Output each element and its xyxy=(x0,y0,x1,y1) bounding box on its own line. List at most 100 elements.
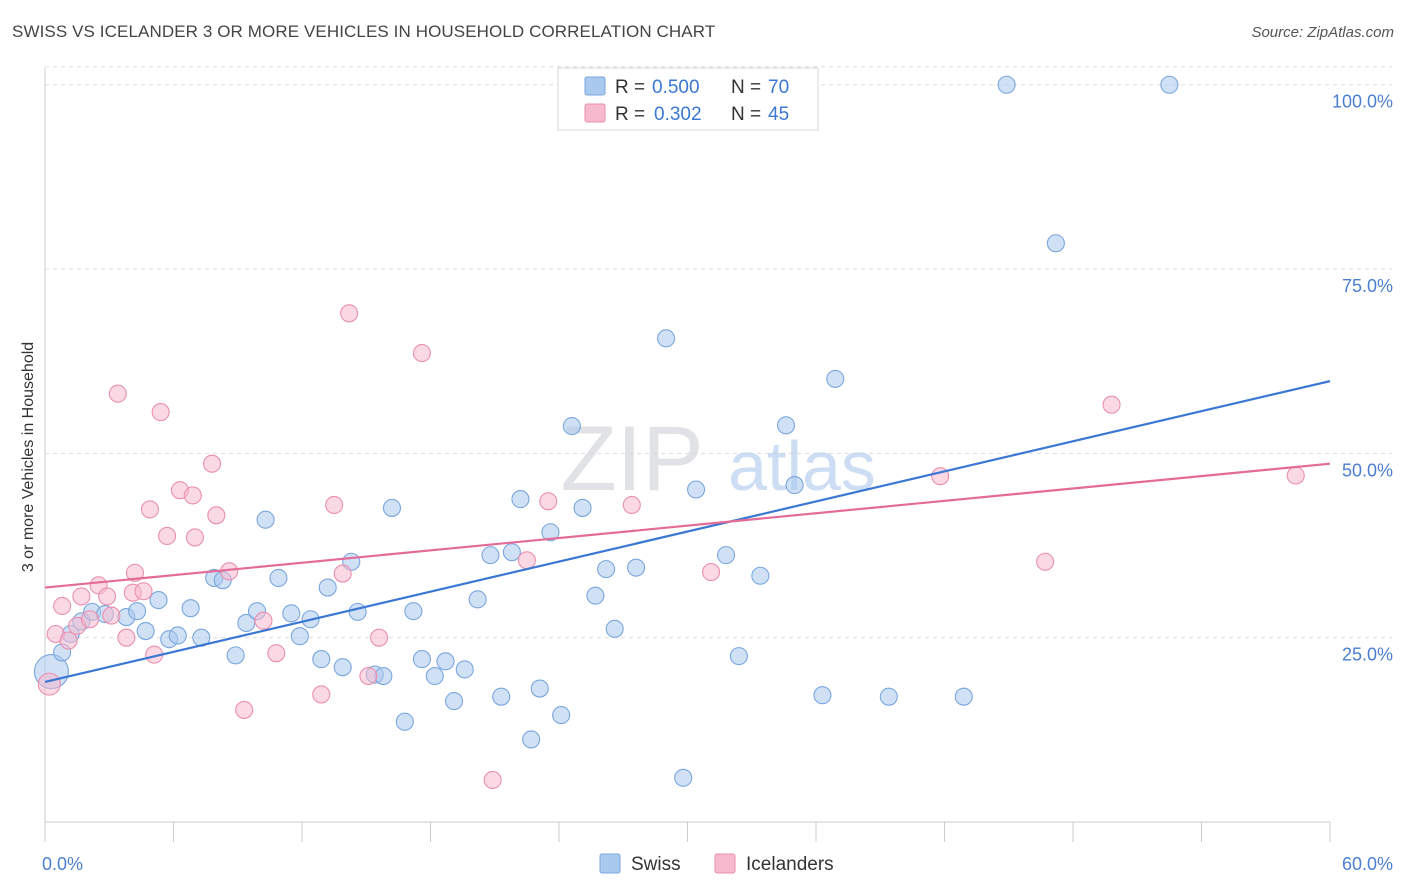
swiss-n-value: 70 xyxy=(768,77,789,98)
swiss-point xyxy=(290,627,309,646)
swiss-point xyxy=(1160,75,1179,94)
swiss-trend-line xyxy=(44,380,1331,683)
series-legend: Swiss Icelanders xyxy=(599,853,834,875)
swiss-point xyxy=(687,480,706,499)
icelanders-r-label: R = xyxy=(615,104,645,125)
icelanders-point xyxy=(140,500,159,519)
icelanders-r-value: 0.302 xyxy=(654,104,702,125)
icelanders-point xyxy=(235,700,254,719)
swiss-point xyxy=(404,602,423,621)
swiss-point xyxy=(333,658,352,677)
icelanders-point xyxy=(125,563,144,582)
icelanders-point xyxy=(37,672,61,696)
swiss-point xyxy=(455,660,474,679)
icelanders-n-label: N = xyxy=(731,104,761,125)
icelanders-point xyxy=(98,587,117,606)
stats-legend: R = 0.500 N = 70 R = 0.302 N = 45 xyxy=(557,67,819,131)
swiss-point xyxy=(436,652,455,671)
swiss-n-label: N = xyxy=(731,77,761,98)
legend-label-swiss: Swiss xyxy=(631,854,681,875)
icelanders-point xyxy=(117,628,136,647)
y-tick-label: 100.0% xyxy=(1332,92,1393,112)
swiss-point xyxy=(445,692,464,711)
icelanders-point xyxy=(483,770,502,790)
x-tick-label-max: 60.0% xyxy=(1342,854,1393,874)
icelanders-point xyxy=(412,344,431,363)
icelanders-point xyxy=(203,454,222,473)
swiss-point xyxy=(541,523,560,542)
icelanders-point xyxy=(185,528,204,547)
swiss-point xyxy=(826,369,845,388)
swiss-point xyxy=(530,679,549,698)
y-tick-label: 50.0% xyxy=(1342,460,1393,480)
icelanders-point xyxy=(325,495,344,515)
swiss-point xyxy=(627,558,646,577)
icelanders-point xyxy=(312,685,331,704)
icelanders-point xyxy=(151,403,170,422)
icelanders-point xyxy=(340,304,359,323)
swiss-point xyxy=(657,329,676,348)
icelanders-point xyxy=(539,492,558,511)
swiss-point xyxy=(128,602,147,621)
swiss-point xyxy=(318,578,337,597)
icelanders-point xyxy=(1286,466,1305,485)
legend-label-icelanders: Icelanders xyxy=(746,854,834,875)
icelanders-point xyxy=(267,644,286,663)
legend-swatch-swiss xyxy=(599,853,621,874)
icelanders-trend-line xyxy=(44,462,1331,589)
icelanders-point xyxy=(183,486,202,505)
swiss-legend-swatch xyxy=(584,76,606,96)
legend-swatch-icelanders xyxy=(714,853,736,874)
icelanders-legend-swatch xyxy=(584,103,606,123)
swiss-point xyxy=(412,650,431,669)
icelanders-point xyxy=(72,587,91,606)
icelanders-point xyxy=(59,631,78,650)
icelanders-point xyxy=(80,610,100,629)
watermark: ZIP atlas xyxy=(560,408,876,510)
swiss-point xyxy=(502,543,521,562)
icelanders-point xyxy=(333,564,352,583)
swiss-point xyxy=(348,602,367,621)
swiss-point xyxy=(468,590,487,609)
tick-labels: 25.0% 50.0% 75.0% 100.0% 0.0% 60.0% xyxy=(42,92,1393,874)
swiss-point xyxy=(573,498,592,517)
swiss-point xyxy=(511,490,530,509)
swiss-point xyxy=(586,586,605,605)
swiss-point xyxy=(785,476,804,495)
swiss-point xyxy=(181,599,200,618)
axes xyxy=(44,68,1331,842)
watermark-zip: ZIP xyxy=(560,408,703,510)
swiss-point xyxy=(776,416,796,435)
swiss-r-value: 0.500 xyxy=(652,77,700,98)
swiss-point xyxy=(716,546,736,565)
swiss-point xyxy=(256,510,275,529)
y-tick-label: 25.0% xyxy=(1342,645,1393,665)
swiss-point xyxy=(729,647,748,666)
swiss-point xyxy=(1046,234,1065,253)
swiss-point xyxy=(168,626,187,645)
swiss-point xyxy=(522,730,541,749)
swiss-point xyxy=(481,546,500,565)
icelanders-point xyxy=(108,384,127,403)
swiss-point xyxy=(751,566,770,585)
swiss-point xyxy=(492,687,511,706)
swiss-point xyxy=(226,646,245,665)
swiss-r-label: R = xyxy=(615,77,645,98)
swiss-point xyxy=(674,768,693,787)
chart-title: SWISS VS ICELANDER 3 OR MORE VEHICLES IN… xyxy=(12,22,716,41)
swiss-point xyxy=(269,568,288,588)
source-credit: Source: ZipAtlas.com xyxy=(1251,24,1394,41)
swiss-point xyxy=(552,706,571,725)
icelanders-point xyxy=(134,582,153,601)
y-axis-label: 3 or more Vehicles in Household xyxy=(20,342,37,572)
swiss-point xyxy=(879,687,898,706)
swiss-point xyxy=(395,712,414,731)
swiss-point xyxy=(605,619,624,638)
icelanders-point xyxy=(158,526,177,545)
swiss-point xyxy=(312,650,331,669)
swiss-point xyxy=(136,622,155,641)
watermark-atlas: atlas xyxy=(728,427,876,505)
swiss-point xyxy=(562,417,581,436)
icelanders-point xyxy=(53,596,72,616)
